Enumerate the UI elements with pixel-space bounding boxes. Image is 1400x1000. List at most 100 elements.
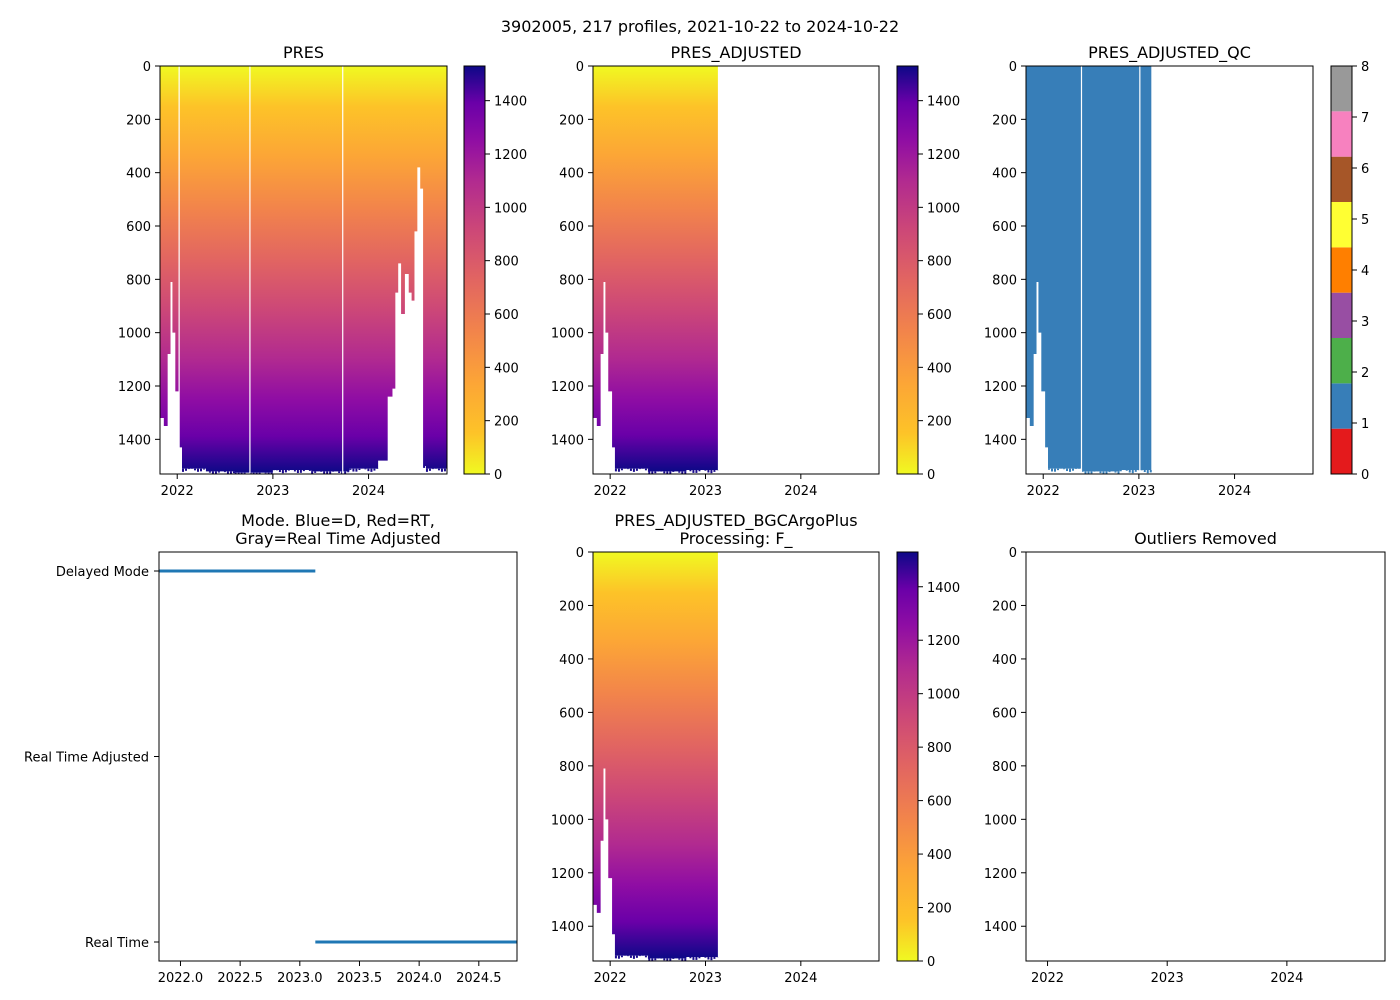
profile-bottom [443, 468, 446, 472]
profile-bottom [1117, 471, 1120, 474]
profile-bottom [229, 471, 232, 474]
profile-bottom [698, 470, 701, 472]
y-tick-label: 0 [1009, 546, 1017, 561]
y-tick-label: 200 [126, 113, 151, 128]
profile-bottom [249, 472, 252, 474]
profile-bottom [666, 471, 669, 474]
colorbar-segment [1331, 156, 1352, 202]
colorbar-tick-label: 800 [927, 255, 952, 270]
colorbar-tick-label: 6 [1361, 162, 1369, 177]
profile-bottom [223, 471, 226, 473]
profile-bottom [1108, 471, 1111, 473]
profile-bottom [698, 956, 701, 959]
y-tick-label: 1200 [984, 380, 1017, 395]
profile-bottom [692, 470, 695, 473]
profile-bottom [707, 956, 710, 960]
profile-bottom [373, 468, 376, 471]
y-tick-label: 1400 [551, 433, 584, 448]
profile-bottom [203, 468, 206, 470]
profile-bottom [648, 958, 651, 961]
x-tick-label: 2023.0 [277, 971, 323, 986]
y-tick-label: 0 [576, 546, 584, 561]
y-tick-label: Delayed Mode [56, 565, 149, 580]
profile-bottom [1066, 468, 1069, 472]
heatmap-data-pres_adjusted_qc [1026, 66, 1152, 474]
profile-bottom [1146, 470, 1149, 474]
profile-bottom [355, 468, 358, 472]
profile-bottom [425, 468, 428, 472]
y-tick-label: 800 [126, 273, 151, 288]
profile-bottom [1143, 470, 1146, 473]
profile-bottom [1048, 468, 1051, 470]
colorbar-tick-label: 0 [927, 468, 935, 483]
figure-title: 3902005, 217 profiles, 2021-10-22 to 202… [501, 17, 899, 36]
x-tick-label: 2023 [256, 484, 289, 499]
colorbar-segment [1331, 428, 1352, 474]
colorbar-segment [1331, 111, 1352, 157]
colorbar-tick-label: 2 [1361, 366, 1369, 381]
colorbar-gradient [897, 552, 918, 961]
colorbar-tick-label: 1200 [927, 634, 960, 649]
profile-bottom [629, 955, 632, 958]
y-tick-label: 0 [143, 60, 151, 75]
axes-frame-pres [159, 65, 448, 475]
y-tick-label: 0 [1009, 60, 1017, 75]
profile-bottom [704, 956, 707, 958]
y-tick-label: 1000 [984, 813, 1017, 828]
y-tick-label: 1200 [551, 380, 584, 395]
profile-bottom [267, 472, 270, 474]
y-tick-label: 600 [126, 220, 151, 235]
profile-bottom [678, 958, 681, 960]
profile-bottom [264, 472, 267, 474]
profile-bottom [302, 470, 305, 472]
y-tick-label: 1400 [984, 920, 1017, 935]
profile-bottom [1081, 471, 1084, 472]
colorbar-tick-label: 8 [1361, 60, 1369, 75]
profile-bottom [323, 471, 326, 474]
profile-bottom [669, 958, 672, 961]
profile-bottom [695, 956, 698, 960]
profile-bottom [226, 471, 229, 474]
colorbar-pres: 0 200 400 600 800 1000 1200 1400 [463, 65, 527, 483]
panel-title-pres_adjusted_qc: PRES_ADJUSTED_QC [1088, 43, 1251, 63]
y-tick-label: 1400 [551, 920, 584, 935]
profile-bottom [710, 956, 713, 961]
profile-bottom [647, 468, 650, 472]
profile-bottom [672, 471, 675, 472]
profile-bottom [428, 468, 431, 471]
profile-bottom [651, 471, 654, 474]
x-tick-label: 2023.5 [337, 971, 383, 986]
profile-bottom [707, 470, 710, 473]
x-tick-label: 2024 [1218, 484, 1251, 499]
x-tick-label: 2024 [1270, 971, 1303, 986]
profile-bottom [681, 958, 684, 961]
profile-bottom [647, 955, 650, 959]
profile-bottom [255, 472, 258, 474]
profile-bottom [1072, 468, 1075, 471]
profile-bottom [185, 468, 188, 471]
profile-bottom [214, 471, 217, 474]
y-tick-label: 400 [992, 167, 1017, 182]
profile-bottom [367, 468, 370, 472]
profile-bottom [666, 958, 669, 961]
heatmap-field-pres_adjusted_qc [1026, 66, 1152, 472]
panel-title-mode-line-1: Gray=Real Time Adjusted [235, 529, 441, 548]
profile-bottom [704, 470, 707, 471]
panel-pres: PRES 2022 2023 2024 0 200 400 600 800 1000 1200 140… [118, 43, 527, 499]
profile-bottom [234, 472, 237, 474]
profile-bottom [654, 471, 657, 474]
profile-bottom [651, 958, 654, 961]
colorbar-tick-label: 1400 [494, 95, 527, 110]
y-tick-label: 1000 [551, 327, 584, 342]
profile-bottom [681, 471, 684, 474]
panel-outliers: Outliers Removed 2022 2023 2024 0 200 400 600 80… [984, 529, 1386, 986]
profile-bottom [1105, 471, 1108, 474]
profile-bottom [713, 956, 716, 959]
colorbar-tick-label: 3 [1361, 315, 1369, 330]
y-tick-label: 200 [992, 599, 1017, 614]
colorbar-tick-label: 200 [494, 415, 519, 430]
profile-bottom [1119, 470, 1122, 472]
colorbar-pres_bgc: 0 200 400 600 800 1000 1200 1400 [896, 551, 960, 970]
profile-bottom [329, 471, 332, 474]
